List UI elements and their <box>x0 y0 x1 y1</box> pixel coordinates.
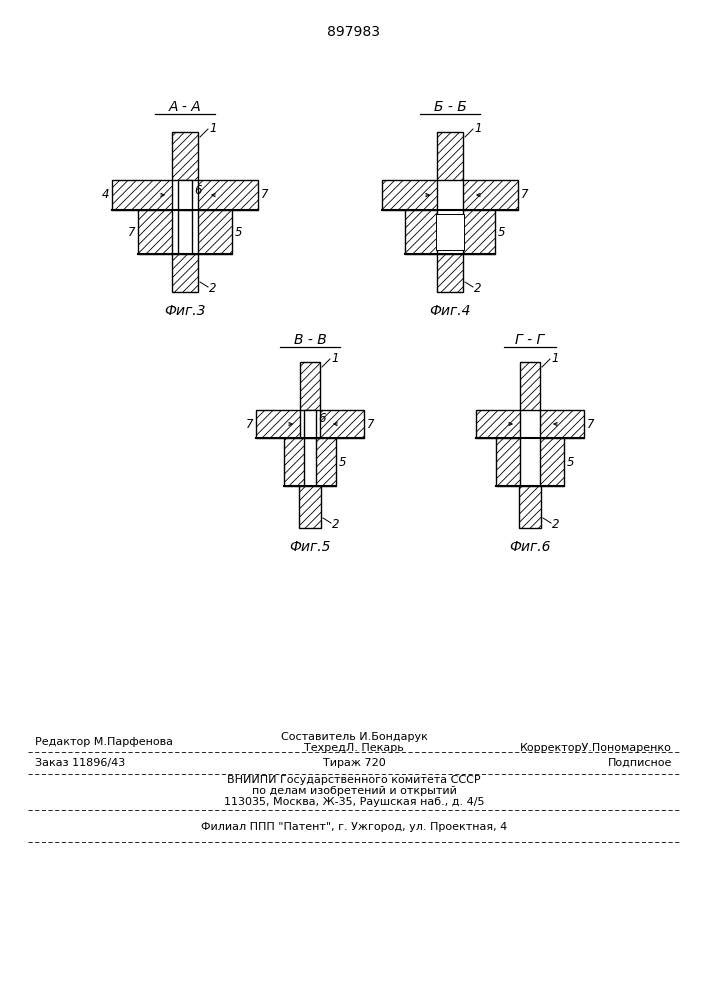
Bar <box>437 132 463 180</box>
Bar <box>463 180 518 210</box>
Text: 897983: 897983 <box>327 25 380 39</box>
Text: 1: 1 <box>209 121 216 134</box>
Text: Фиг.3: Фиг.3 <box>164 304 206 318</box>
Text: ТехредЛ. Пекарь: ТехредЛ. Пекарь <box>304 743 404 753</box>
Bar <box>304 410 316 438</box>
Text: 5: 5 <box>235 226 243 238</box>
Bar <box>382 180 437 210</box>
Text: ВНИИПИ Государственного комитета СССР: ВНИИПИ Государственного комитета СССР <box>227 775 481 785</box>
Text: 5: 5 <box>567 456 575 468</box>
Text: 5: 5 <box>339 456 346 468</box>
Text: 4: 4 <box>102 188 109 202</box>
Text: 2: 2 <box>332 518 339 530</box>
Text: КорректорУ.Пономаренко: КорректорУ.Пономаренко <box>520 743 672 753</box>
Text: Редактор М.Парфенова: Редактор М.Парфенова <box>35 737 173 747</box>
Bar <box>463 210 495 254</box>
Text: 2: 2 <box>474 282 481 294</box>
Bar <box>437 254 463 292</box>
Bar <box>172 132 198 180</box>
Text: по делам изобретений и открытий: по делам изобретений и открытий <box>252 786 457 796</box>
Text: 7: 7 <box>261 188 269 202</box>
Bar <box>436 214 464 250</box>
Text: Филиал ППП "Патент", г. Ужгород, ул. Проектная, 4: Филиал ППП "Патент", г. Ужгород, ул. Про… <box>201 822 507 832</box>
Text: Составитель И.Бондарук: Составитель И.Бондарук <box>281 732 428 742</box>
Text: 113035, Москва, Ж-35, Раушская наб., д. 4/5: 113035, Москва, Ж-35, Раушская наб., д. … <box>223 797 484 807</box>
Bar <box>304 438 316 486</box>
Bar <box>405 210 437 254</box>
Text: Заказ 11896/43: Заказ 11896/43 <box>35 758 125 768</box>
Text: 1: 1 <box>551 352 559 364</box>
Bar <box>284 438 336 486</box>
Text: 7: 7 <box>521 188 529 202</box>
Text: 7: 7 <box>587 418 595 430</box>
Bar <box>198 210 232 254</box>
Text: Г - Г: Г - Г <box>515 333 544 347</box>
Bar <box>112 180 172 210</box>
Bar <box>138 210 172 254</box>
Bar <box>540 438 564 486</box>
Bar <box>299 486 321 528</box>
Text: Тираж 720: Тираж 720 <box>322 758 385 768</box>
Text: 7: 7 <box>127 226 135 238</box>
Bar <box>320 410 364 438</box>
Text: 2: 2 <box>552 518 559 530</box>
Text: Фиг.6: Фиг.6 <box>509 540 551 554</box>
Text: 1: 1 <box>331 352 339 364</box>
Bar <box>520 362 540 410</box>
Text: Фиг.4: Фиг.4 <box>429 304 471 318</box>
Bar <box>178 180 192 210</box>
Bar <box>519 486 541 528</box>
Text: 5: 5 <box>498 226 506 238</box>
Bar <box>178 210 192 254</box>
Text: 7: 7 <box>245 418 253 430</box>
Text: 6: 6 <box>318 412 325 426</box>
Text: А - А: А - А <box>169 100 201 114</box>
Text: 1: 1 <box>474 121 481 134</box>
Text: Фиг.5: Фиг.5 <box>289 540 331 554</box>
Bar <box>198 180 258 210</box>
Bar <box>300 362 320 410</box>
Bar <box>476 410 520 438</box>
Text: Подписное: Подписное <box>607 758 672 768</box>
Text: 7: 7 <box>367 418 375 430</box>
Bar <box>496 438 520 486</box>
Text: Б - Б: Б - Б <box>433 100 467 114</box>
Bar <box>256 410 300 438</box>
Text: В - В: В - В <box>293 333 327 347</box>
Bar <box>540 410 584 438</box>
Text: 6: 6 <box>194 184 201 196</box>
Text: 2: 2 <box>209 282 216 294</box>
Bar <box>172 254 198 292</box>
